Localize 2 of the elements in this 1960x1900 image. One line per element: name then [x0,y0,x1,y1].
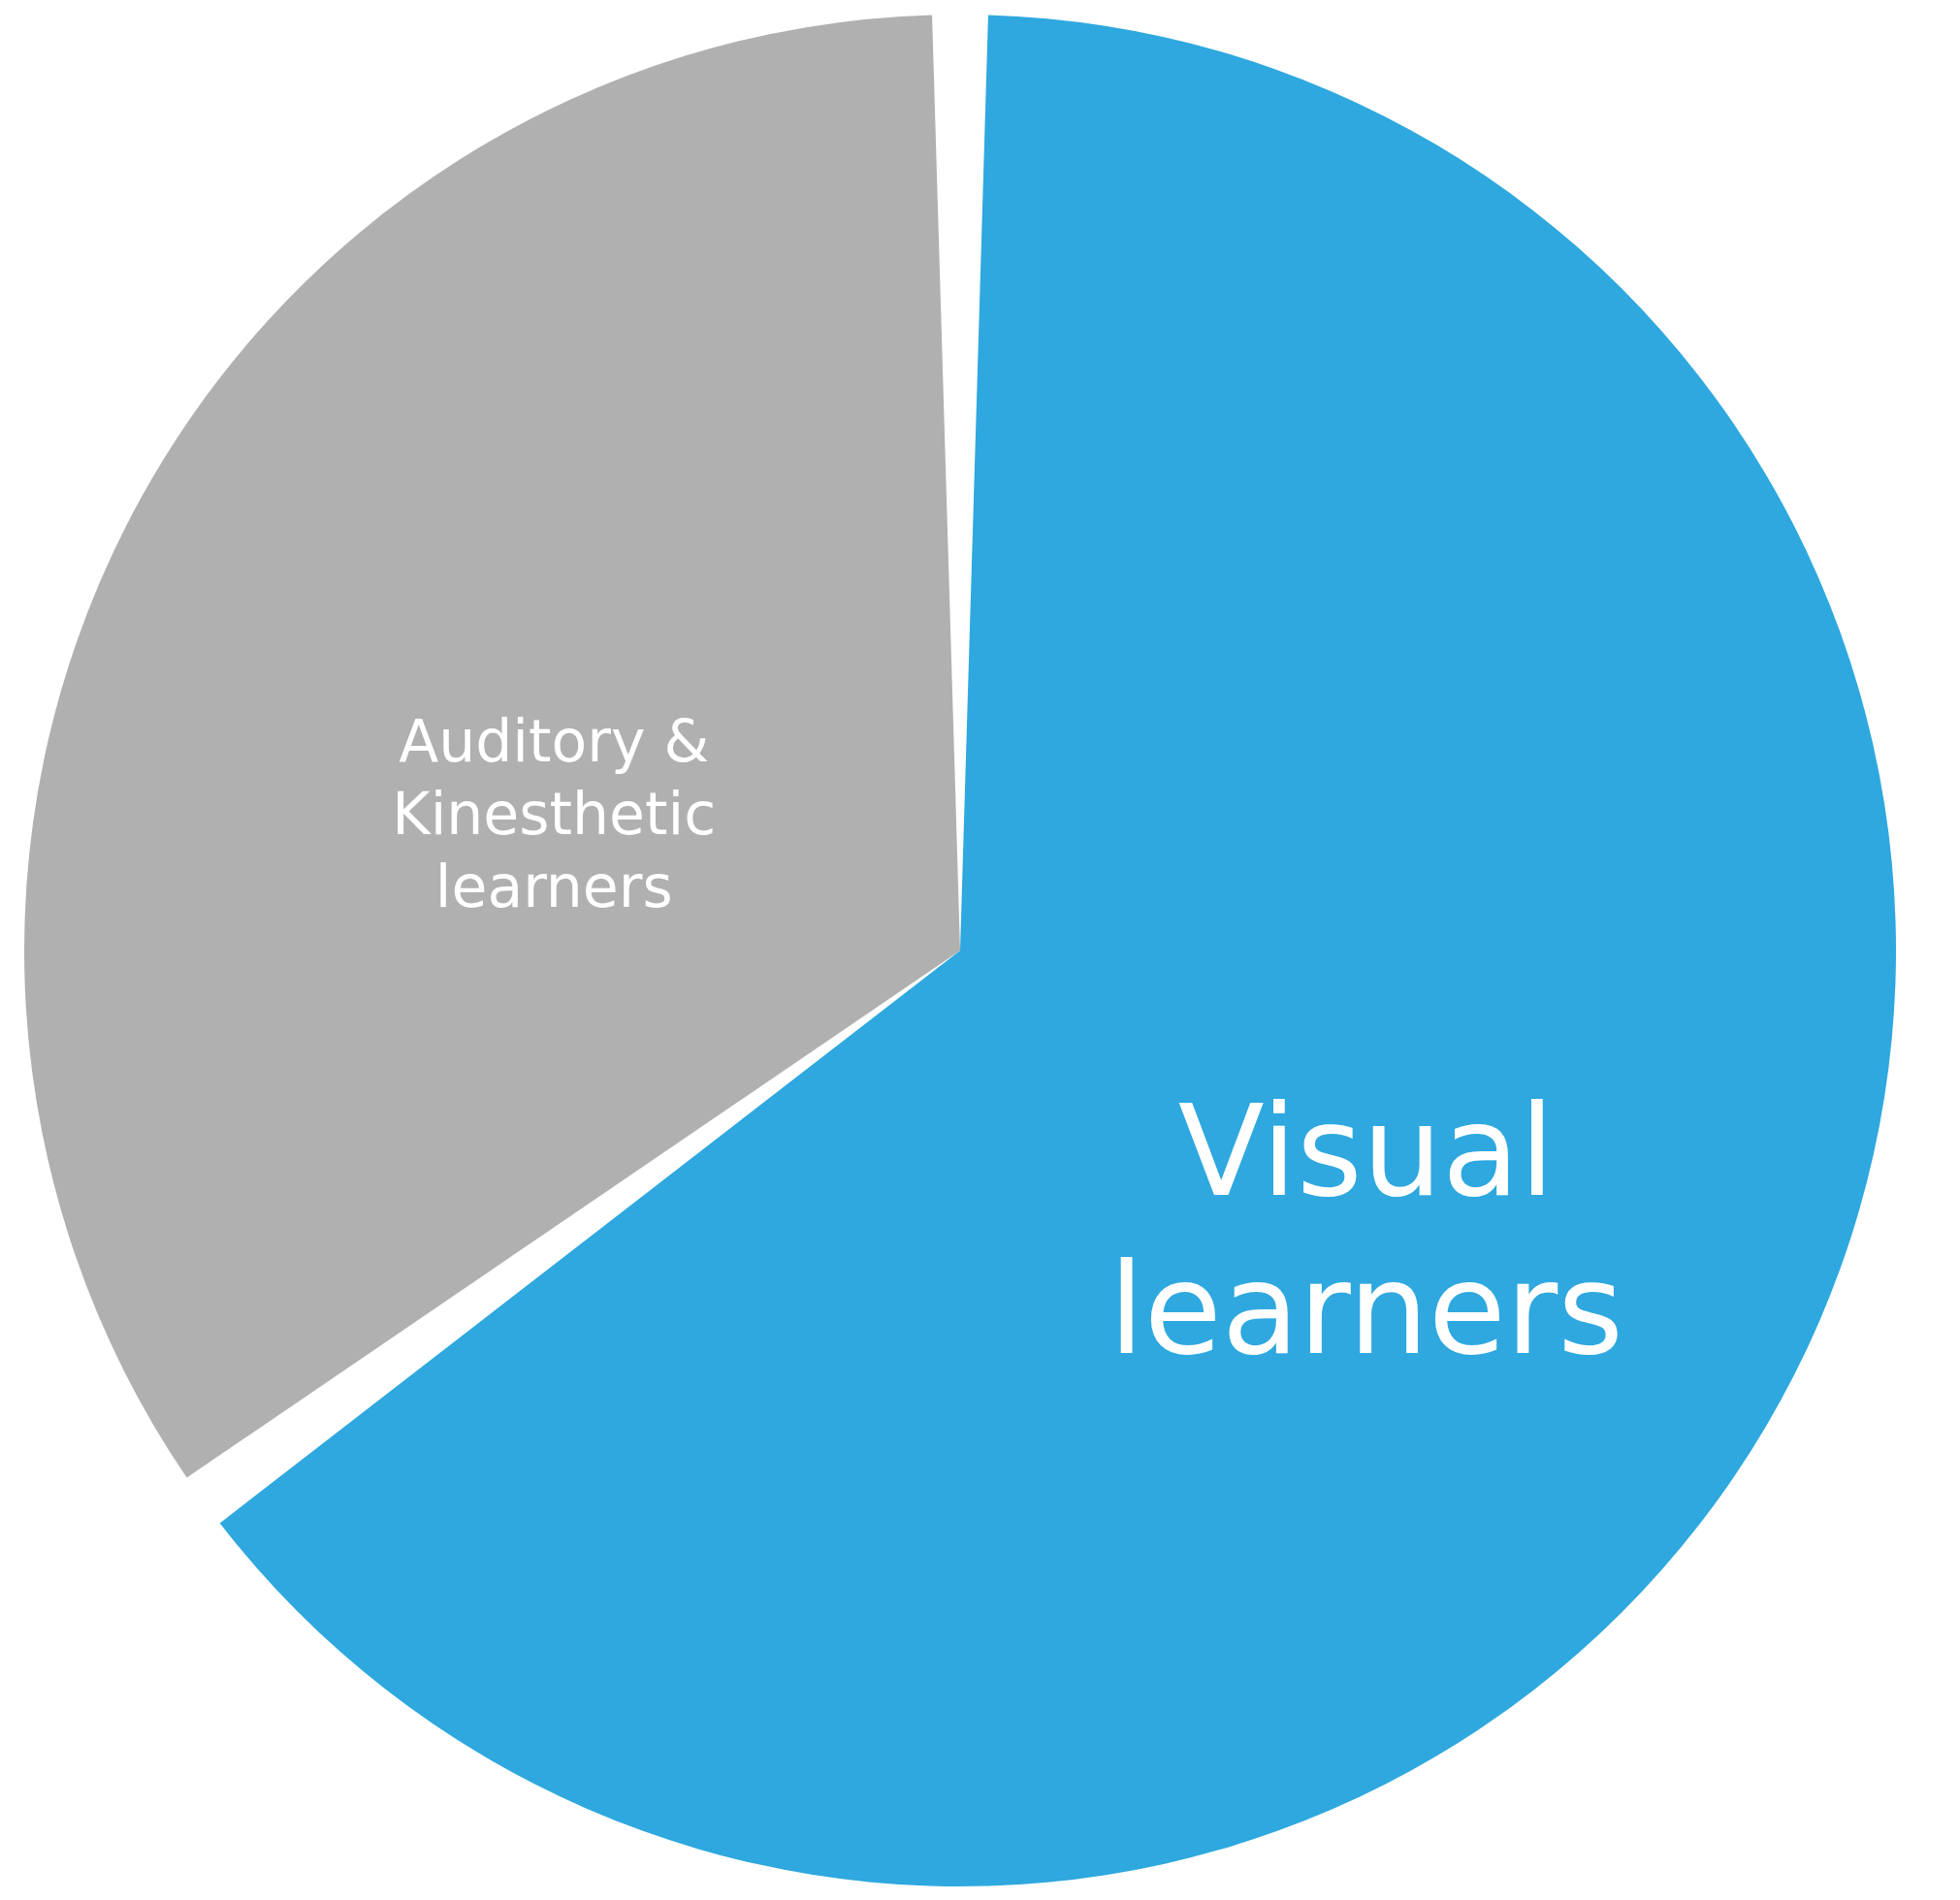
slice-label: Auditory & Kinesthetic learners [392,706,717,920]
slice-label: Visual learners [1109,1078,1624,1383]
